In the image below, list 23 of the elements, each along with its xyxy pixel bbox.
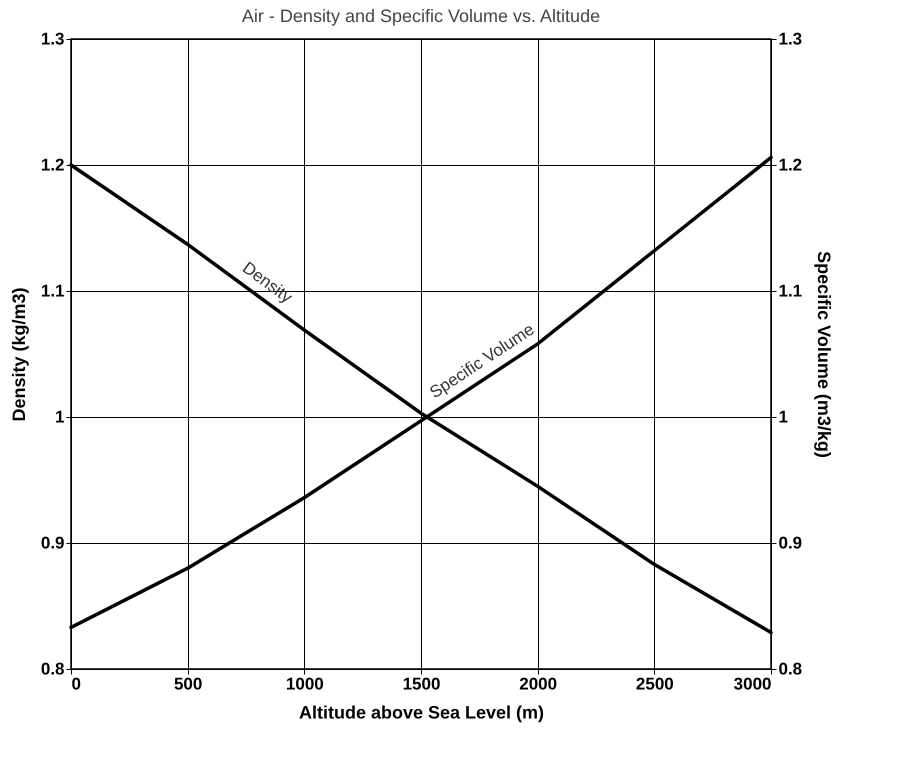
y2-tick-label: 0.9: [778, 534, 802, 552]
y-axis-title: Density (kg/m3): [8, 287, 29, 422]
x-tick-label: 2000: [519, 674, 558, 694]
y-tick-label: 1.1: [40, 282, 64, 300]
x-tick-label: 2500: [636, 674, 674, 694]
x-axis-title: Altitude above Sea Level (m): [298, 702, 544, 722]
x-tick-label: 500: [174, 674, 202, 694]
y2-tick-label: 1.3: [778, 30, 802, 48]
y2-tick-label: 1.1: [778, 282, 802, 300]
y2-axis-title: Specific Volume (m3/kg): [814, 251, 834, 458]
x-tick-label: 3000: [734, 674, 772, 694]
y2-tick-label: 1: [778, 408, 788, 426]
x-tick-label: 1500: [402, 674, 440, 694]
y-tick-label: 1.2: [40, 156, 64, 174]
y-tick-label: 1: [55, 408, 64, 426]
y-tick-label: 0.9: [40, 534, 64, 552]
y-tick-label: 0.8: [40, 660, 64, 678]
y2-tick-label: 0.8: [778, 660, 802, 678]
x-tick-label: 0: [72, 674, 81, 694]
y-tick-label: 1.3: [40, 30, 64, 48]
x-tick-label: 1000: [286, 674, 324, 694]
chart-title: Air - Density and Specific Volume vs. Altitude: [242, 6, 600, 26]
y2-tick-label: 1.2: [778, 156, 802, 174]
